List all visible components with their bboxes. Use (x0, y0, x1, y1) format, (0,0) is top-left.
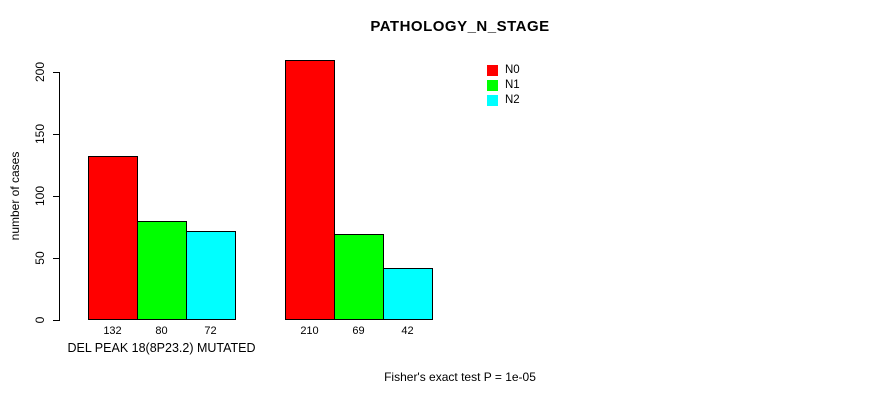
bar-n1-group1 (137, 220, 187, 320)
bar-n1-group2 (334, 234, 384, 320)
bar-value-label: 69 (352, 325, 365, 337)
bar-n0-group2 (285, 59, 335, 320)
y-tick-mark (53, 258, 60, 259)
bar-n0-group1 (88, 156, 138, 320)
legend-row-n1: N1 (487, 79, 520, 91)
y-tick-mark (53, 72, 60, 73)
legend-label-n0: N0 (505, 64, 520, 76)
y-tick-label: 100 (33, 185, 47, 207)
bar-n2-group1 (186, 230, 236, 320)
fisher-test-annotation: Fisher's exact test P = 1e-05 (384, 370, 536, 384)
y-tick-mark (53, 196, 60, 197)
y-tick-label: 150 (33, 123, 47, 145)
group-label: DEL PEAK 18(8P23.2) MUTATED (67, 341, 256, 355)
legend: N0 N1 N2 (487, 64, 520, 109)
legend-row-n2: N2 (487, 94, 520, 106)
legend-swatch-n1 (487, 79, 498, 91)
chart-title: PATHOLOGY_N_STAGE (370, 18, 550, 35)
bar-value-label: 42 (401, 325, 414, 337)
bar-value-label: 72 (204, 325, 217, 337)
bar-value-label: 210 (300, 325, 319, 337)
legend-swatch-n0 (487, 64, 498, 76)
y-tick-mark (53, 134, 60, 135)
y-tick-label: 0 (33, 316, 47, 324)
legend-label-n2: N2 (505, 94, 520, 106)
y-tick-mark (53, 320, 60, 321)
legend-label-n1: N1 (505, 79, 520, 91)
legend-row-n0: N0 (487, 64, 520, 76)
bar-n2-group2 (383, 267, 433, 320)
legend-swatch-n2 (487, 94, 498, 106)
bar-value-label: 80 (155, 325, 168, 337)
bar-value-label: 132 (103, 325, 122, 337)
y-tick-label: 200 (33, 61, 47, 83)
y-tick-label: 50 (33, 251, 47, 265)
